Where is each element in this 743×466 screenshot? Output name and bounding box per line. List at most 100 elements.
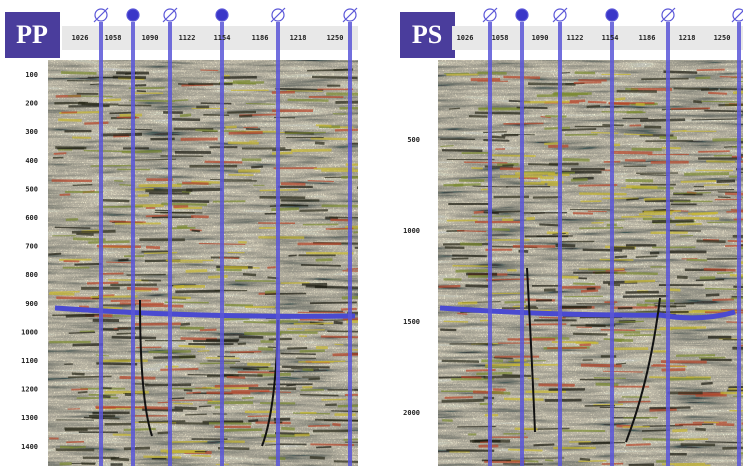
reflector: [106, 261, 134, 264]
reflector: [533, 443, 555, 447]
reflector: [625, 87, 639, 91]
reflector: [493, 356, 513, 360]
x-label: 1090: [532, 34, 549, 42]
reflector: [351, 352, 358, 355]
reflector: [68, 331, 96, 334]
well-symbol-slash: [552, 7, 568, 23]
x-label: 1026: [457, 34, 474, 42]
reflector: [521, 100, 570, 104]
header-strip: [452, 26, 743, 50]
reflector: [334, 343, 344, 346]
reflector: [145, 245, 161, 250]
reflector: [451, 257, 469, 260]
reflector: [680, 235, 694, 237]
reflector: [227, 110, 257, 114]
reflector: [622, 294, 669, 298]
reflector: [676, 275, 688, 279]
reflector: [491, 390, 511, 395]
reflector: [512, 305, 528, 308]
reflector: [641, 77, 689, 81]
reflector: [160, 367, 199, 371]
reflector: [735, 168, 743, 171]
reflector: [564, 133, 598, 136]
reflector: [53, 152, 67, 155]
reflector: [315, 124, 332, 127]
reflector: [48, 292, 75, 296]
reflector: [172, 117, 201, 122]
reflector: [501, 133, 519, 137]
y-label: 1000: [403, 227, 420, 235]
reflector: [225, 125, 237, 129]
x-label: 1186: [639, 34, 656, 42]
reflector: [109, 111, 135, 115]
reflector: [187, 374, 234, 376]
reflector: [300, 393, 339, 397]
y-label: 200: [25, 100, 38, 108]
reflector: [173, 204, 189, 209]
reflector: [272, 148, 292, 152]
reflector: [136, 90, 146, 93]
reflector: [231, 389, 270, 393]
reflector: [344, 441, 358, 443]
x-label: 1218: [679, 34, 696, 42]
reflector: [701, 100, 739, 103]
reflector: [182, 181, 209, 185]
reflector: [243, 320, 282, 324]
reflector: [460, 242, 483, 246]
reflector: [695, 427, 706, 432]
reflector: [100, 98, 122, 102]
reflector: [590, 131, 619, 134]
reflector: [720, 309, 743, 312]
reflector: [71, 372, 85, 376]
reflector: [103, 306, 123, 310]
reflector: [626, 443, 651, 447]
x-label: 1154: [602, 34, 619, 42]
reflector: [347, 311, 358, 315]
reflector: [248, 419, 259, 423]
y-label: 2000: [403, 409, 420, 417]
header-strip: [62, 26, 358, 50]
reflector: [483, 139, 510, 142]
reflector: [628, 463, 655, 466]
pp-panel: PP 1026 1058 1090 1122 1154 1186 1218 1250 100 20…: [5, 7, 358, 466]
reflector: [60, 71, 97, 75]
reflector: [624, 279, 656, 283]
reflector: [333, 320, 343, 325]
y-label: 1400: [21, 443, 38, 451]
reflector: [626, 198, 639, 201]
reflector: [696, 68, 725, 72]
y-label: 500: [407, 136, 420, 144]
reflector: [642, 438, 684, 441]
reflector: [461, 376, 482, 379]
fault: [139, 299, 153, 437]
reflector: [76, 232, 94, 236]
y-label: 500: [25, 185, 38, 193]
reflector: [52, 313, 100, 317]
reflector: [489, 228, 510, 231]
reflector: [610, 150, 653, 155]
reflector: [341, 295, 358, 300]
x-label: 1154: [214, 34, 231, 42]
reflector: [123, 446, 150, 451]
reflector: [488, 154, 536, 158]
reflector: [237, 82, 256, 85]
reflector: [199, 362, 236, 365]
reflector: [508, 448, 543, 452]
reflector: [599, 406, 639, 409]
reflector: [635, 255, 658, 259]
reflector: [293, 322, 334, 325]
reflector: [695, 76, 711, 80]
reflector: [544, 142, 560, 146]
reflector: [180, 322, 190, 326]
panel-badge: [5, 12, 60, 58]
reflector: [599, 258, 634, 261]
reflector: [712, 137, 743, 142]
reflector: [626, 185, 658, 189]
reflector: [733, 285, 743, 289]
reflector: [729, 273, 743, 277]
reflector: [652, 219, 694, 224]
reflector: [138, 420, 186, 424]
reflector: [530, 212, 546, 215]
reflector: [316, 446, 332, 449]
reflector: [457, 301, 478, 305]
